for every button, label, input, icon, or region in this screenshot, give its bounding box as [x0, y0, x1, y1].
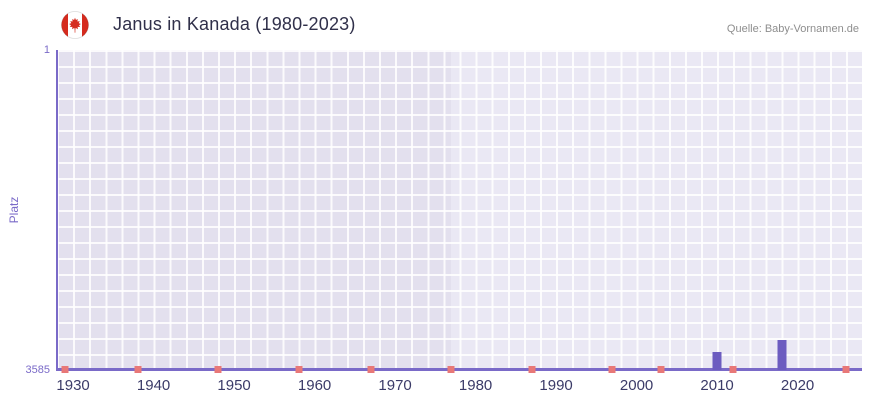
y-axis-min-label: 3585: [25, 364, 50, 376]
y-axis-max-label: 1: [43, 44, 50, 56]
y-axis-title: Platz: [7, 196, 21, 224]
unranked-year-marker[interactable]: [295, 366, 302, 373]
x-tick-label: 2020: [780, 377, 815, 394]
chart-title: Janus in Kanada (1980-2023): [113, 14, 356, 34]
unranked-year-marker[interactable]: [447, 366, 455, 373]
source-attribution: Quelle: Baby-Vornamen.de: [726, 23, 859, 35]
unranked-year-marker[interactable]: [528, 366, 536, 373]
x-axis-labels: 1930 1940 1950 1960 1970 1980 1990 2000 2010 2020: [56, 377, 862, 399]
unranked-year-marker[interactable]: [214, 366, 222, 373]
unranked-year-marker[interactable]: [608, 366, 616, 373]
rank-bar[interactable]: [712, 351, 722, 370]
baseline-series-line: [57, 368, 862, 371]
y-axis-line: [56, 50, 58, 371]
canada-flag-icon: [61, 11, 89, 39]
unranked-year-marker[interactable]: [657, 366, 665, 373]
x-tick-label: 1950: [217, 377, 251, 394]
x-tick-label: 2010: [700, 377, 734, 394]
x-tick-label: 2000: [619, 377, 654, 394]
unranked-year-marker[interactable]: [842, 366, 850, 373]
x-tick-label: 1980: [458, 377, 493, 394]
rank-bar[interactable]: [777, 340, 786, 370]
x-tick-label: 1990: [539, 377, 573, 394]
unranked-year-marker[interactable]: [729, 366, 737, 373]
plot-area: [57, 50, 862, 373]
x-tick-label: 1940: [136, 377, 171, 394]
unranked-year-marker[interactable]: [61, 366, 69, 373]
unranked-year-marker[interactable]: [367, 366, 375, 373]
grid-lines: [57, 50, 862, 370]
x-tick-label: 1960: [297, 377, 332, 394]
x-tick-label: 1930: [56, 377, 90, 394]
x-tick-label: 1970: [378, 377, 412, 394]
unranked-year-marker[interactable]: [134, 366, 141, 373]
